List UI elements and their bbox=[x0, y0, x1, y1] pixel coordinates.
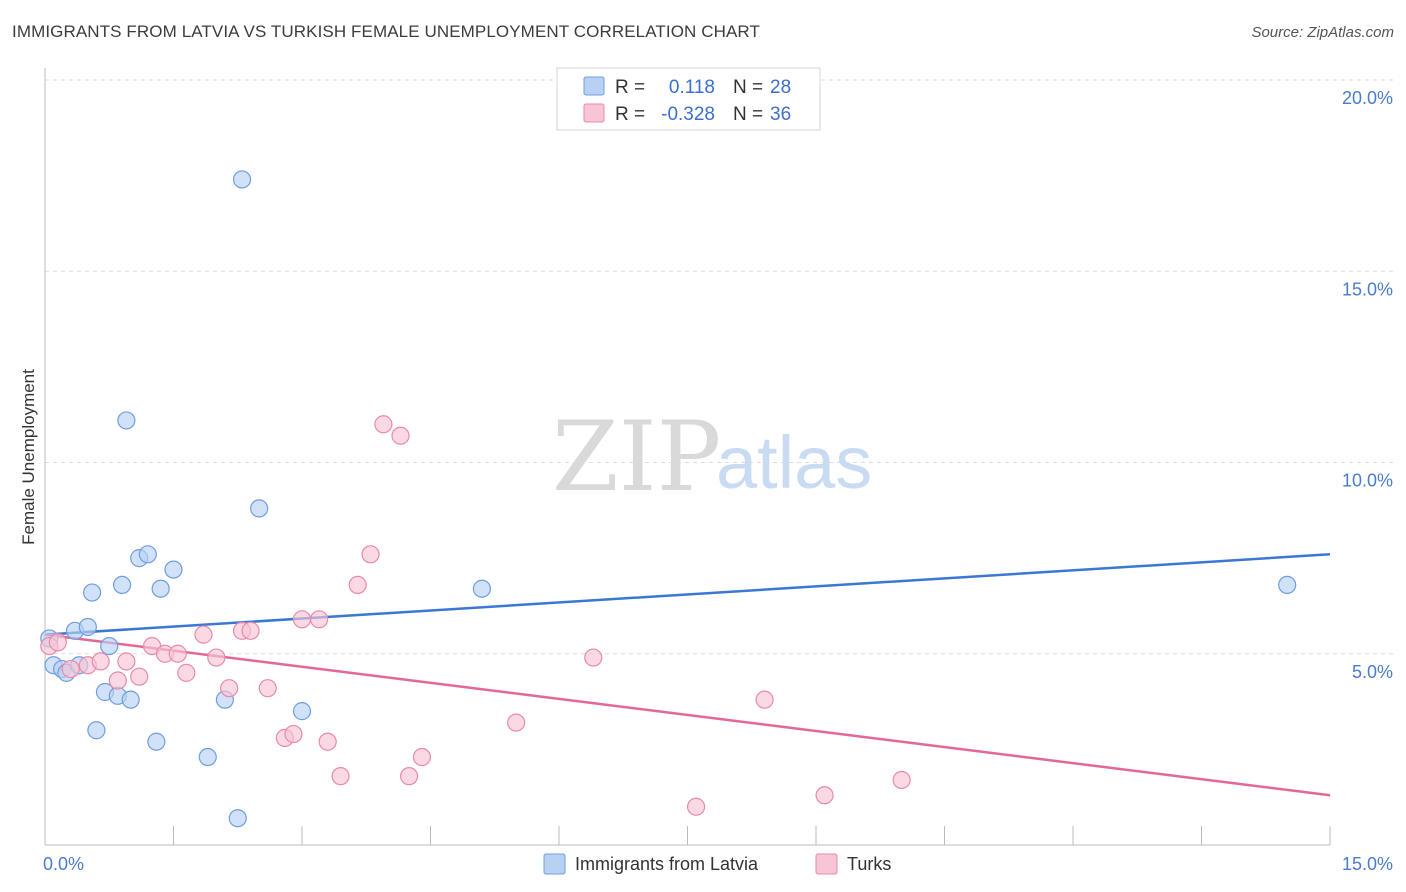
point-turks bbox=[117, 652, 136, 671]
point-latvia bbox=[1278, 575, 1297, 595]
point-latvia bbox=[112, 575, 132, 595]
legend-r-value-latvia: 0.118 bbox=[669, 77, 715, 98]
point-latvia bbox=[83, 583, 102, 602]
trend-lines bbox=[44, 553, 1331, 797]
point-turks bbox=[318, 732, 337, 751]
point-turks bbox=[241, 621, 260, 640]
point-latvia bbox=[232, 170, 252, 189]
point-latvia bbox=[228, 809, 247, 828]
watermark-atlas: atlas bbox=[716, 421, 872, 504]
point-latvia bbox=[121, 690, 140, 709]
point-turks bbox=[91, 652, 110, 671]
point-turks bbox=[310, 610, 329, 629]
point-latvia bbox=[78, 617, 97, 637]
point-latvia bbox=[100, 636, 119, 656]
point-latvia bbox=[87, 721, 106, 740]
point-turks bbox=[331, 767, 350, 786]
grid-lines bbox=[45, 79, 1395, 655]
trend-line-turks bbox=[44, 633, 1331, 797]
point-turks bbox=[48, 633, 67, 652]
point-turks bbox=[194, 625, 213, 644]
point-latvia bbox=[472, 579, 491, 598]
y-tick-labels: 5.0% 10.0% 15.0% 20.0% bbox=[1342, 88, 1393, 682]
point-turks bbox=[374, 415, 393, 434]
correlation-legend: R = 0.118 N = 28 R = -0.328 N = 36 bbox=[556, 67, 821, 131]
point-latvia bbox=[147, 732, 166, 751]
point-turks bbox=[348, 575, 367, 595]
point-turks bbox=[177, 663, 196, 682]
legend-r-label-latvia: R = bbox=[615, 77, 645, 98]
point-turks bbox=[507, 713, 526, 732]
y-tick-label: 10.0% bbox=[1342, 471, 1393, 491]
chart-title: IMMIGRANTS FROM LATVIA VS TURKISH FEMALE… bbox=[12, 22, 760, 41]
x-tick-label-min: 0.0% bbox=[43, 854, 84, 874]
point-turks bbox=[815, 786, 834, 805]
legend-n-value-latvia: 28 bbox=[770, 77, 791, 98]
point-turks bbox=[130, 667, 149, 686]
point-turks bbox=[584, 648, 603, 667]
point-latvia bbox=[151, 579, 170, 598]
legend-r-value-turks: -0.328 bbox=[661, 104, 715, 125]
y-tick-label: 5.0% bbox=[1352, 662, 1393, 682]
series-legend: Immigrants from Latvia Turks bbox=[543, 853, 891, 875]
point-turks bbox=[412, 747, 432, 767]
x-axis-ticks bbox=[44, 826, 1331, 845]
point-turks bbox=[391, 426, 410, 445]
legend-n-label-turks: N = bbox=[733, 104, 763, 125]
point-turks bbox=[207, 648, 226, 667]
source-label: Source: ZipAtlas.com bbox=[1251, 24, 1394, 41]
y-tick-label: 15.0% bbox=[1342, 279, 1393, 299]
point-turks bbox=[361, 545, 380, 564]
point-turks bbox=[686, 797, 706, 816]
point-turks bbox=[399, 767, 419, 786]
data-points bbox=[40, 170, 1297, 828]
point-turks bbox=[258, 679, 277, 698]
trend-line-latvia bbox=[44, 553, 1331, 636]
point-turks bbox=[220, 679, 239, 698]
series-legend-label-latvia: Immigrants from Latvia bbox=[575, 854, 759, 874]
point-latvia bbox=[164, 560, 183, 579]
x-tick-label-max: 15.0% bbox=[1342, 854, 1393, 874]
y-tick-label: 20.0% bbox=[1342, 88, 1393, 108]
series-legend-swatch-latvia bbox=[543, 853, 566, 875]
y-axis-label: Female Unemployment bbox=[19, 369, 38, 545]
watermark-zip: ZIP bbox=[552, 401, 721, 513]
legend-swatch-turks bbox=[583, 103, 605, 123]
point-turks bbox=[284, 724, 303, 744]
point-latvia bbox=[138, 545, 157, 564]
legend-r-label-turks: R = bbox=[615, 104, 645, 125]
point-latvia bbox=[250, 499, 269, 518]
legend-n-label-latvia: N = bbox=[733, 77, 763, 98]
point-turks bbox=[755, 690, 774, 709]
series-legend-swatch-turks bbox=[815, 853, 838, 875]
legend-swatch-latvia bbox=[583, 76, 605, 96]
point-turks bbox=[892, 770, 911, 790]
legend-n-value-turks: 36 bbox=[770, 104, 791, 125]
point-latvia bbox=[292, 702, 312, 721]
point-latvia bbox=[198, 747, 217, 767]
point-turks bbox=[292, 610, 312, 629]
point-turks bbox=[108, 671, 127, 690]
point-latvia bbox=[117, 411, 136, 430]
point-turks bbox=[61, 659, 80, 679]
series-legend-label-turks: Turks bbox=[847, 854, 891, 874]
point-turks bbox=[168, 644, 187, 663]
